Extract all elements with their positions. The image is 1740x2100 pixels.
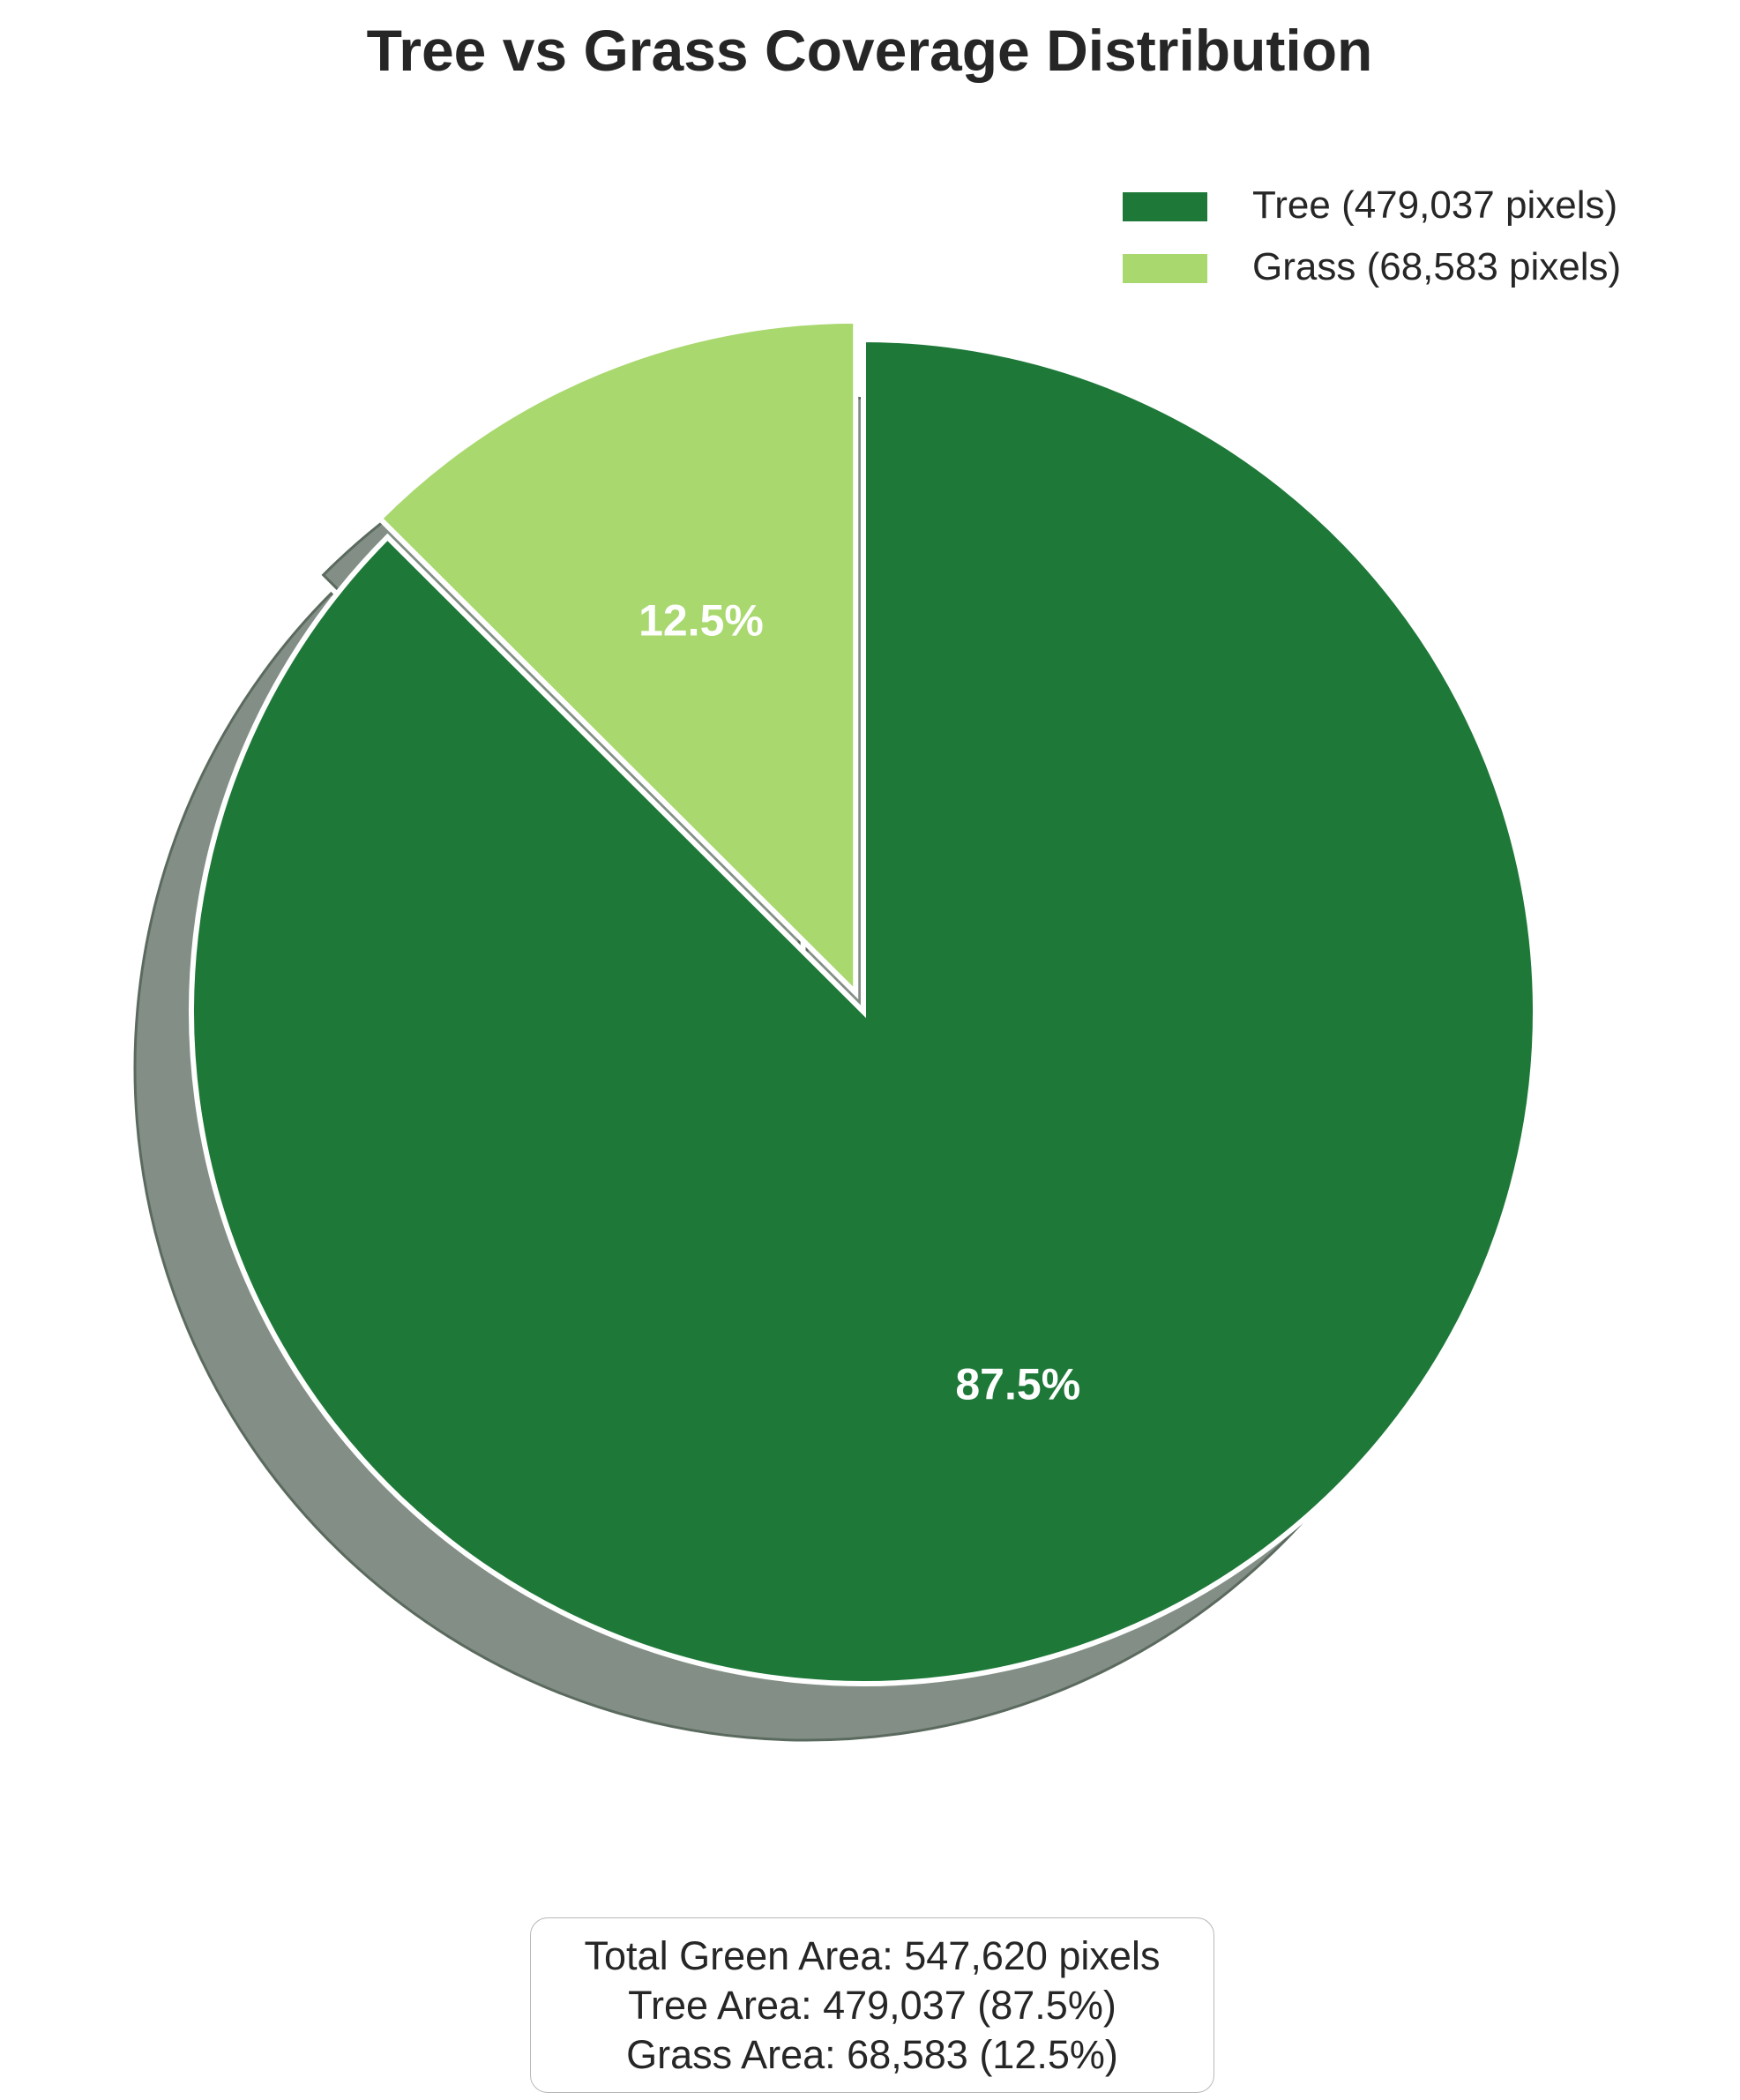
legend-label-tree: Tree (479,037 pixels) [1252, 183, 1617, 227]
legend: Tree (479,037 pixels) Grass (68,583 pixel… [1123, 183, 1621, 288]
legend-swatch-grass [1123, 254, 1207, 283]
percent-label-tree: 87.5% [955, 1359, 1080, 1409]
legend-label-grass: Grass (68,583 pixels) [1252, 245, 1621, 288]
pie-slice-grass [376, 318, 859, 1000]
summary-box: Total Green Area: 547,620 pixels Tree Ar… [530, 1917, 1214, 2093]
percent-label-grass: 12.5% [638, 596, 764, 646]
summary-grass-line: Grass Area: 68,583 (12.5%) [626, 2031, 1118, 2077]
chart-title: Tree vs Grass Coverage Distribution [367, 18, 1373, 83]
pie-slice-tree [189, 336, 1538, 1686]
pie-slices [189, 318, 1538, 1686]
pie-percent-labels: 87.5% 12.5% [638, 596, 1080, 1409]
summary-tree-line: Tree Area: 479,037 (87.5%) [628, 1982, 1116, 2028]
legend-swatch-tree [1123, 192, 1207, 221]
summary-total-line: Total Green Area: 547,620 pixels [584, 1932, 1161, 1978]
